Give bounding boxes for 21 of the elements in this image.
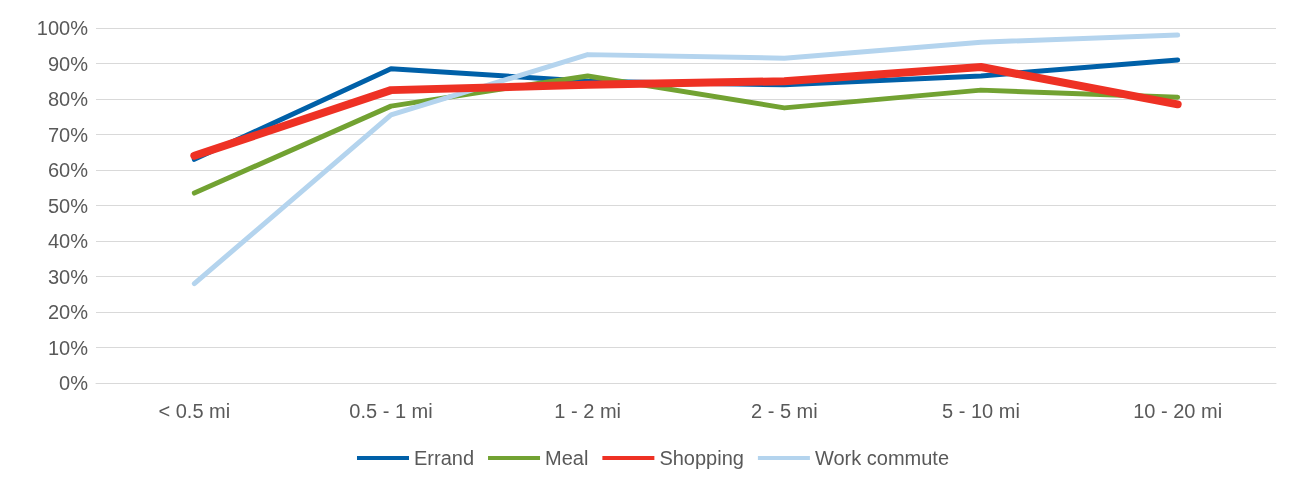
x-tick-label: 2 - 5 mi bbox=[750, 400, 818, 422]
y-tick-label: 90% bbox=[47, 52, 89, 75]
legend-label: Errand bbox=[414, 447, 475, 469]
x-tick-label: 10 - 20 mi bbox=[1133, 400, 1223, 422]
x-tick-label: 1 - 2 mi bbox=[554, 400, 622, 422]
x-tick-label: 5 - 10 mi bbox=[942, 400, 1020, 422]
y-tick-label: 10% bbox=[47, 336, 89, 359]
y-tick-label: 80% bbox=[47, 88, 89, 110]
y-tick-label: 30% bbox=[47, 265, 89, 288]
x-tick-label: 0.5 - 1 mi bbox=[349, 400, 433, 422]
legend-label: Work commute bbox=[814, 447, 950, 469]
y-tick-label: 20% bbox=[47, 301, 89, 323]
y-tick-label: 0% bbox=[59, 372, 89, 394]
y-tick-label: 40% bbox=[47, 230, 89, 252]
y-tick-label: 50% bbox=[47, 194, 89, 217]
legend-label: Meal bbox=[545, 447, 589, 469]
y-tick-label: 60% bbox=[47, 159, 89, 181]
y-tick-label: 70% bbox=[47, 123, 89, 146]
legend-label: Shopping bbox=[659, 447, 744, 469]
x-tick-label: < 0.5 mi bbox=[158, 400, 231, 422]
y-tick-label: 100% bbox=[36, 17, 89, 39]
